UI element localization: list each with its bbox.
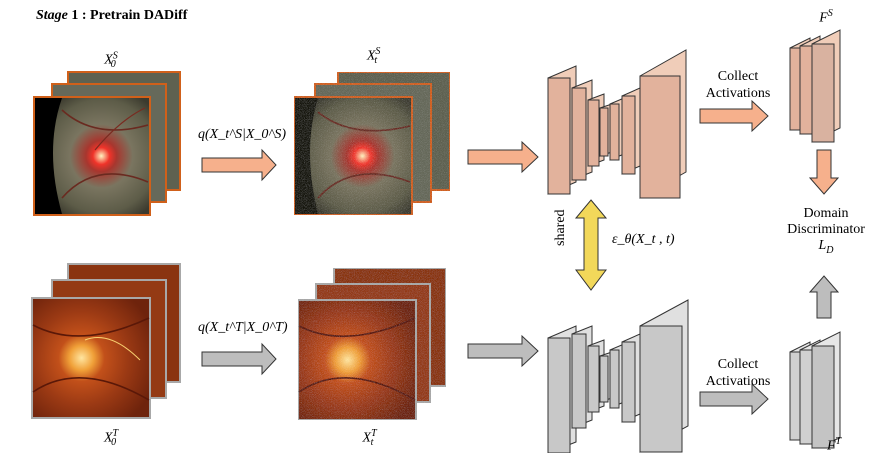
label-xt-source: XSt [366,46,381,67]
label-x0-target: XT0 [103,428,119,449]
source-feature-stack [789,29,841,143]
source-to-unet-arrow [467,140,539,174]
target-noisy-stack [297,267,447,421]
target-feature-stack [789,331,841,449]
target-collect-arrow [699,382,769,416]
title-rest: 1 : Pretrain DADiff [67,8,188,23]
label-collect-source: Collect Activations [705,69,771,101]
label-q-source: q(X_t^S|X_0^S) [198,127,286,142]
target-to-unet-arrow [467,334,539,368]
title-stage-word: Stage [36,8,68,23]
target-clean-stack [31,263,181,419]
source-clean-stack [33,71,181,216]
label-xt-target: XTt [362,428,377,449]
label-q-target: q(X_t^T|X_0^T) [198,320,288,335]
label-collect-target: Collect Activations [705,357,771,389]
target-diffusion-arrow [201,342,277,376]
label-x0-source: XS0 [104,50,118,71]
source-noisy-stack [293,71,451,216]
source-fundus-image [33,96,151,216]
label-feature-source: FS [819,8,833,26]
target-unet [547,299,689,453]
source-collect-arrow [699,99,769,133]
label-feature-target: FT [826,436,842,454]
target-to-discriminator-arrow [808,275,840,319]
page-title: Stage 1 : Pretrain DADiff [36,8,187,24]
target-fundus-image [31,297,151,419]
label-epsilon: ε_θ(X_t , t) [612,232,675,247]
source-diffusion-arrow [201,148,277,182]
shared-double-arrow [574,199,608,291]
label-domain-discriminator: Domain Discriminator LD [787,206,865,256]
source-unet [547,49,687,199]
label-shared: shared [553,209,568,246]
source-to-discriminator-arrow [808,149,840,195]
